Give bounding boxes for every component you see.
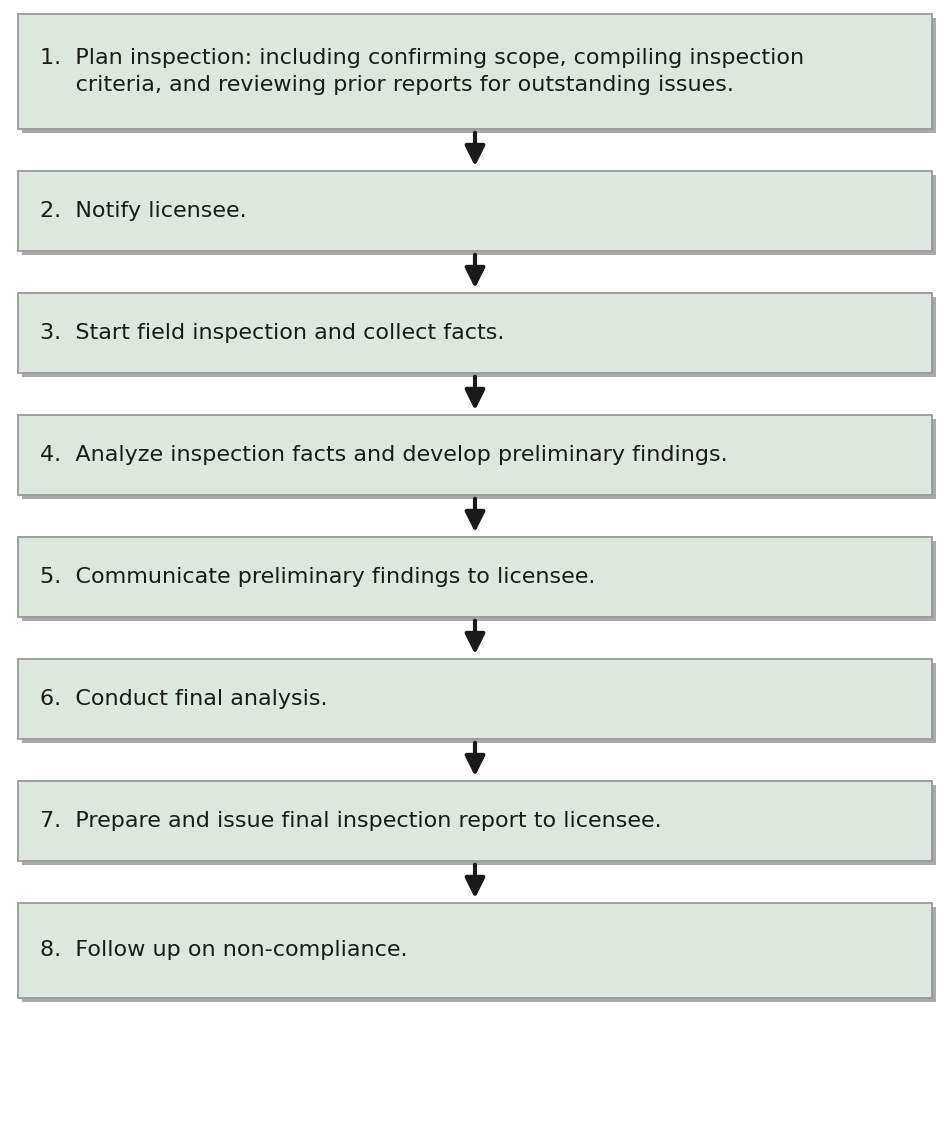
Bar	[18, 781, 932, 861]
Bar	[22, 175, 936, 255]
Bar	[18, 415, 932, 495]
Bar	[22, 907, 936, 1002]
Bar	[22, 18, 936, 133]
Bar	[22, 664, 936, 742]
Text: 8.  Follow up on non-compliance.: 8. Follow up on non-compliance.	[40, 940, 408, 961]
Bar	[18, 14, 932, 129]
Bar	[22, 785, 936, 865]
Text: 5.  Communicate preliminary findings to licensee.: 5. Communicate preliminary findings to l…	[40, 567, 596, 587]
Bar	[18, 170, 932, 251]
Bar	[22, 419, 936, 499]
Bar	[18, 537, 932, 617]
Bar	[22, 541, 936, 621]
Text: 3.  Start field inspection and collect facts.: 3. Start field inspection and collect fa…	[40, 323, 504, 343]
Text: 4.  Analyze inspection facts and develop preliminary findings.: 4. Analyze inspection facts and develop …	[40, 445, 728, 464]
Text: 7.  Prepare and issue final inspection report to licensee.: 7. Prepare and issue final inspection re…	[40, 811, 661, 831]
Bar	[18, 293, 932, 373]
Text: 1.  Plan inspection: including confirming scope, compiling inspection
     crite: 1. Plan inspection: including confirming…	[40, 48, 804, 95]
Bar	[22, 297, 936, 378]
Bar	[18, 903, 932, 998]
Bar	[18, 659, 932, 739]
Text: 6.  Conduct final analysis.: 6. Conduct final analysis.	[40, 689, 328, 709]
Text: 2.  Notify licensee.: 2. Notify licensee.	[40, 201, 247, 221]
